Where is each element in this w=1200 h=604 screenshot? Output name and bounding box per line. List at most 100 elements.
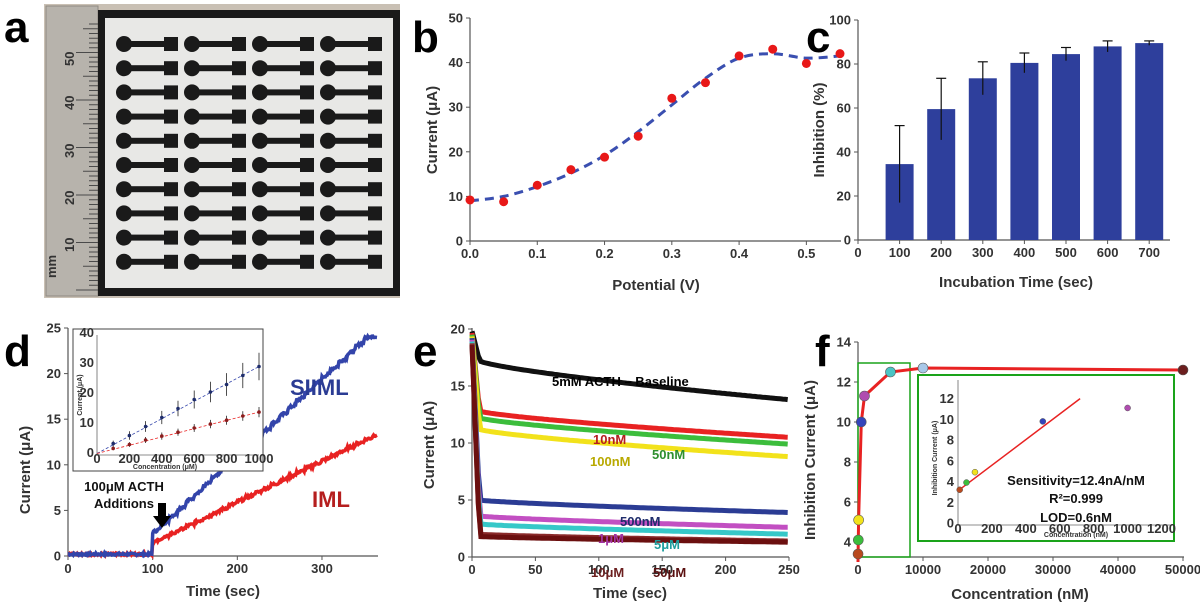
electrode-pad-r5c3: [320, 157, 336, 173]
d-inset-y-tick-20: 20: [80, 385, 94, 400]
f-inset-y-tick-4: 4: [947, 474, 955, 489]
b-y-tick-label-20: 20: [449, 144, 463, 159]
d-inset-fit-1: [96, 411, 260, 454]
f-point-5: [885, 366, 896, 378]
electrode-trace-r6c1: [194, 186, 234, 193]
electrode-contact-r8c2: [300, 230, 314, 245]
d-inset-point-0-2: [143, 424, 148, 429]
e-x-tick-label-150: 150: [651, 562, 673, 577]
f-data-points: [852, 362, 1189, 560]
f-y-tick-label-10: 10: [837, 415, 851, 430]
e-x-tick-label-250: 250: [778, 562, 800, 577]
c-x-tick-label-0: 0: [854, 245, 861, 260]
electrode-pad-r1c3: [320, 60, 336, 77]
electrode-trace-r9c0: [126, 258, 166, 265]
b-point-0: [465, 195, 475, 205]
d-inset-x-tick-0: 0: [93, 451, 100, 466]
c-x-tick-label-200: 200: [930, 245, 952, 260]
b-x-tick-label-0.3: 0.3: [663, 246, 681, 261]
f-inset-x-tick-1200: 1200: [1147, 521, 1176, 536]
d-inset-x-tick-1000: 1000: [245, 451, 274, 466]
f-inset-point-3: [1039, 418, 1047, 425]
f-point-6: [917, 362, 929, 374]
electrode-contact-r2c2: [300, 85, 314, 100]
electrode-contact-r0c0: [164, 37, 178, 51]
d-x-axis-label: Time (sec): [186, 583, 260, 600]
e-traces: [469, 330, 788, 545]
f-inset-point-0: [956, 486, 963, 494]
electrode-pad-r3c0: [116, 108, 132, 125]
b-point-10: [801, 58, 811, 68]
electrode-trace-r6c2: [262, 186, 302, 193]
f-inset-y-tick-10: 10: [940, 412, 954, 427]
d-inset-point-0-0: [111, 441, 115, 446]
d-inset-point-1-3: [160, 434, 164, 438]
electrode-contact-r4c0: [164, 133, 178, 148]
electrode-contact-r9c2: [300, 254, 314, 269]
c-bar-600: [1093, 46, 1122, 241]
c-y-tick-label-100: 100: [829, 13, 851, 28]
b-point-6: [667, 93, 677, 103]
d-inset-frame: [72, 328, 264, 472]
electrode-contact-r1c0: [164, 61, 178, 76]
f-inset-x-label: Concentration (nM): [1044, 532, 1108, 539]
f-y-tick-label-12: 12: [837, 375, 851, 390]
d-annotation-line1: 100μM ACTH: [84, 479, 164, 494]
d-inset-point-1-4: [176, 430, 180, 435]
f-stat-lod: LOD=0.6nM: [1040, 510, 1112, 525]
d-iml-label: IML: [312, 487, 350, 512]
electrode-trace-r7c3: [330, 210, 370, 217]
c-x-ticks: 0 100 200 300 400 500 600 700: [854, 240, 1160, 260]
electrode-pad-r0c1: [184, 36, 200, 52]
f-inset-fit-line: [957, 398, 1081, 492]
electrode-contact-r7c1: [232, 206, 246, 221]
panel-a: a mm 50 40 30 20 10: [4, 3, 400, 298]
f-y-tick-label-14: 14: [837, 335, 852, 350]
c-x-tick-label-500: 500: [1055, 245, 1077, 260]
c-x-axis-label: Incubation Time (sec): [939, 274, 1093, 291]
b-point-11: [835, 49, 845, 59]
electrode-trace-r1c2: [262, 65, 302, 72]
b-x-axis-label: Potential (V): [612, 277, 700, 294]
d-inset-x-label: Concentration (μM): [133, 464, 197, 471]
electrode-pad-r3c3: [320, 108, 336, 125]
d-inset-point-1-6: [208, 422, 213, 426]
electrode-contact-r5c2: [300, 158, 314, 172]
f-inset-y-tick-6: 6: [947, 453, 954, 468]
f-x-tick-label-40000: 40000: [1100, 562, 1136, 577]
down-arrow-icon: [153, 503, 171, 528]
electrode-pad-r4c1: [184, 132, 200, 149]
panel-c: c 0 100 200 300 400 500 600 700 0 20 40 60 80 100 In…: [806, 13, 1170, 291]
f-inset-x-tick-0: 0: [954, 521, 961, 536]
electrode-pad-r8c0: [116, 229, 132, 246]
d-inset-point-1-5: [192, 426, 196, 430]
e-x-ticks: 0 50 100 150 200 250: [468, 557, 800, 577]
electrode-contact-r4c3: [368, 133, 382, 148]
electrode-contact-r8c0: [164, 230, 178, 245]
f-y-tick-label-4: 4: [844, 535, 852, 550]
electrode-trace-r1c3: [330, 65, 370, 72]
electrode-pad-r1c0: [116, 60, 132, 77]
electrode-contact-r5c3: [368, 158, 382, 172]
d-inset-y-tick-30: 30: [80, 355, 94, 370]
f-inset-x-tick-1000: 1000: [1113, 521, 1142, 536]
electrode-pad-r6c3: [320, 181, 336, 198]
electrode-pad-r6c0: [116, 181, 132, 198]
electrode-trace-r7c0: [126, 210, 166, 217]
electrode-contact-r0c3: [368, 37, 382, 51]
f-x-tick-label-30000: 30000: [1035, 562, 1071, 577]
c-bars: [885, 40, 1164, 241]
e-trace-5: [469, 339, 788, 530]
electrode-contact-r1c3: [368, 61, 382, 76]
f-point-2: [853, 514, 864, 526]
electrode-contact-r6c1: [232, 182, 246, 197]
c-bar-300: [968, 78, 997, 240]
b-y-tick-label-0: 0: [456, 234, 463, 249]
c-x-tick-label-700: 700: [1138, 245, 1160, 260]
f-inset-y-tick-2: 2: [947, 495, 954, 510]
electrode-trace-r3c0: [126, 113, 166, 120]
e-trace-2: [469, 334, 788, 447]
f-inset-frame: [917, 374, 1175, 542]
electrode-contact-r0c2: [300, 37, 314, 51]
